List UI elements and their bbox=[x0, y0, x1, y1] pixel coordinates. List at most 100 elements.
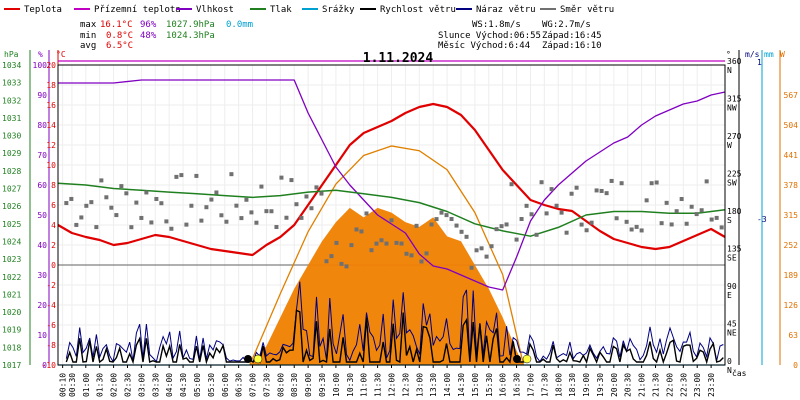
unit-pct: % bbox=[38, 50, 43, 59]
sunrise-marker bbox=[253, 354, 263, 364]
wind-direction-point bbox=[659, 221, 664, 226]
tick-c: 18 bbox=[46, 81, 56, 90]
tick-w: 126 bbox=[784, 301, 799, 310]
tick-hpa: 1017 bbox=[2, 361, 21, 370]
wind-direction-point bbox=[139, 215, 144, 220]
wind-direction-point bbox=[524, 203, 529, 208]
series-pressure bbox=[57, 182, 726, 237]
x-tick-label: 13:00 bbox=[415, 373, 424, 397]
x-tick-label: 05:00 bbox=[193, 373, 202, 397]
wind-direction-point bbox=[444, 213, 449, 218]
x-tick-label: 22:00 bbox=[665, 373, 674, 397]
tick-pct: 60 bbox=[37, 181, 47, 190]
wind-direction-point bbox=[184, 222, 189, 227]
moonset-marker bbox=[513, 355, 521, 363]
stat-min-press: 1024.3hPa bbox=[166, 31, 215, 41]
x-tick-label: 21:00 bbox=[638, 373, 647, 397]
wind-direction-point bbox=[264, 209, 269, 214]
tick-dir-name: E bbox=[727, 291, 732, 300]
wind-direction-point bbox=[519, 217, 524, 222]
tick-pct: 10 bbox=[37, 331, 47, 340]
wind-direction-point bbox=[719, 225, 724, 230]
tick-pct: 20 bbox=[37, 301, 47, 310]
wind-direction-point bbox=[589, 220, 594, 225]
wind-direction-point bbox=[159, 201, 164, 206]
wind-direction-point bbox=[474, 248, 479, 253]
wind-direction-point bbox=[604, 191, 609, 196]
wind-direction-point bbox=[129, 225, 134, 230]
tick-ms: 1 bbox=[757, 58, 762, 67]
tick-hpa: 1023 bbox=[2, 255, 21, 264]
x-tick-label: 17:00 bbox=[526, 373, 535, 397]
info-sun-set: Západ:16:45 bbox=[542, 31, 602, 41]
x-tick-label: 11:00 bbox=[360, 373, 369, 397]
wind-direction-point bbox=[529, 212, 534, 217]
tick-hpa: 1029 bbox=[2, 149, 21, 158]
tick-hpa: 1026 bbox=[2, 202, 21, 211]
wind-direction-point bbox=[119, 184, 124, 189]
tick-c: 4 bbox=[51, 221, 56, 230]
wind-direction-point bbox=[124, 191, 129, 196]
wind-direction-point bbox=[499, 224, 504, 229]
tick-dir-deg: 45 bbox=[727, 320, 737, 329]
wind-direction-point bbox=[319, 191, 324, 196]
wind-direction-point bbox=[684, 221, 689, 226]
wind-direction-point bbox=[194, 173, 199, 178]
wind-direction-point bbox=[454, 223, 459, 228]
tick-c: 8 bbox=[51, 181, 56, 190]
x-axis-label: čas bbox=[732, 368, 747, 378]
unit-ms: m/s bbox=[745, 50, 760, 59]
tick-dir-deg: 0 bbox=[727, 357, 732, 366]
wind-direction-point bbox=[89, 200, 94, 205]
wind-direction-point bbox=[469, 265, 474, 270]
wind-direction-point bbox=[169, 226, 174, 231]
x-tick-label: 16:00 bbox=[499, 373, 508, 397]
wind-direction-point bbox=[654, 180, 659, 185]
unit-c: °C bbox=[56, 50, 66, 59]
tick-dir-name: SE bbox=[727, 254, 737, 263]
tick-pct: 100 bbox=[33, 61, 48, 70]
axis-ticks: 1017101810191020102110221023102410251026… bbox=[2, 57, 798, 375]
x-tick-label: 18:00 bbox=[554, 373, 563, 397]
tick-w: 0 bbox=[793, 361, 798, 370]
x-tick-label: 07:00 bbox=[249, 373, 258, 397]
wind-direction-point bbox=[179, 173, 184, 178]
wind-direction-point bbox=[699, 208, 704, 213]
wind-direction-point bbox=[244, 197, 249, 202]
wind-direction-point bbox=[364, 211, 369, 216]
stat-min-hum: 48% bbox=[140, 31, 157, 41]
tick-dir-deg: 270 bbox=[727, 132, 742, 141]
tick-hpa: 1019 bbox=[2, 326, 21, 335]
wind-direction-point bbox=[649, 181, 654, 186]
x-tick-label: 12:00 bbox=[388, 373, 397, 397]
wind-direction-point bbox=[374, 241, 379, 246]
tick-w: 378 bbox=[784, 181, 799, 190]
wind-direction-point bbox=[279, 175, 284, 180]
legend-label-smer-vetru: Směr větru bbox=[560, 5, 614, 15]
wind-direction-point bbox=[334, 240, 339, 245]
tick-dir-name: S bbox=[727, 216, 732, 225]
wind-gust-line bbox=[65, 281, 724, 364]
x-tick-label: 08:30 bbox=[290, 373, 299, 397]
x-tick-label: 04:30 bbox=[179, 373, 188, 397]
wind-direction-point bbox=[494, 227, 499, 232]
tick-hpa: 1027 bbox=[2, 185, 21, 194]
wind-direction-point bbox=[399, 241, 404, 246]
x-tick-label: 15:00 bbox=[471, 373, 480, 397]
wind-direction-point bbox=[584, 228, 589, 233]
wind-speed-line bbox=[65, 309, 724, 365]
wind-direction-point bbox=[674, 209, 679, 214]
wind-direction-point bbox=[569, 191, 574, 196]
tick-c: -4 bbox=[46, 301, 56, 310]
x-tick-label: 10:00 bbox=[332, 373, 341, 397]
info-wg: WG:2.7m/s bbox=[542, 20, 591, 30]
x-tick-label: 17:30 bbox=[540, 373, 549, 397]
wind-direction-points bbox=[64, 172, 724, 270]
wind-direction-point bbox=[514, 237, 519, 242]
tick-c: -2 bbox=[46, 281, 56, 290]
legend-label-srazky: Srážky bbox=[322, 5, 355, 15]
wind-direction-point bbox=[484, 254, 489, 259]
wind-direction-point bbox=[644, 198, 649, 203]
wind-direction-point bbox=[619, 181, 624, 186]
wind-direction-point bbox=[199, 218, 204, 223]
